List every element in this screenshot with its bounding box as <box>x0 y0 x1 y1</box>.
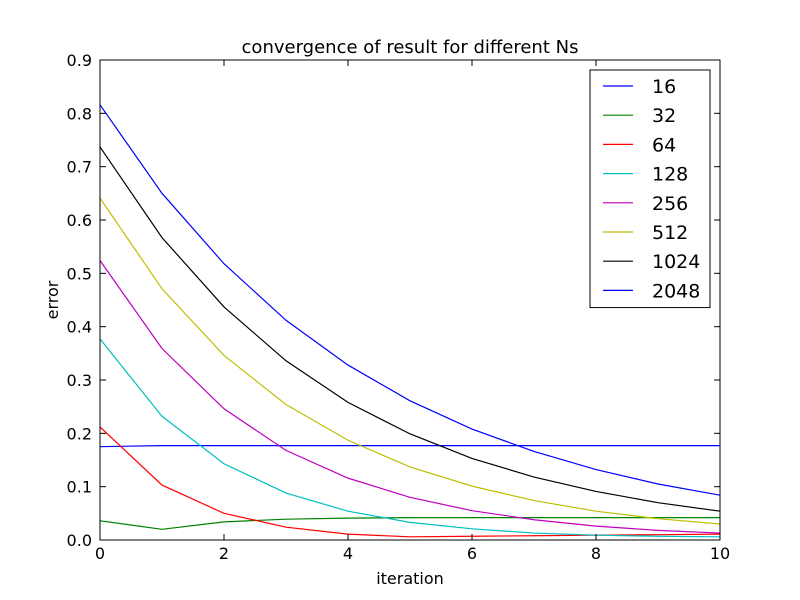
x-tick-label: 8 <box>591 544 601 563</box>
legend-label-2048: 2048 <box>652 280 700 302</box>
y-tick-label: 0.8 <box>67 104 92 123</box>
plot-area: 0 2 4 6 8 10 0.0 0.1 0.2 0.3 0.4 0.5 0.6 0.7 0.8 0.9 <box>67 51 731 563</box>
x-tick-label: 6 <box>467 544 477 563</box>
legend-label-1024: 1024 <box>652 251 700 273</box>
plot-frame <box>99 59 721 541</box>
x-tick-label: 10 <box>710 544 730 563</box>
series-line-512 <box>99 197 721 525</box>
y-tick-label: 0.6 <box>67 211 92 230</box>
legend-label-16: 16 <box>652 76 676 98</box>
y-tick-label: 0.3 <box>67 371 92 390</box>
series-line-1024 <box>99 146 721 512</box>
series-line-256 <box>99 260 721 534</box>
legend-label-256: 256 <box>652 193 688 215</box>
legend-label-32: 32 <box>652 105 676 127</box>
legend-box <box>589 69 711 309</box>
legend-label-64: 64 <box>652 134 676 156</box>
x-tick-label: 4 <box>343 544 353 563</box>
series-line-2048 <box>99 104 721 496</box>
y-tick-label: 0.7 <box>67 158 92 177</box>
x-tick-label: 0 <box>95 544 105 563</box>
chart-title: convergence of result for different Ns <box>242 37 579 58</box>
y-tick-label: 0.4 <box>67 318 92 337</box>
series-line-128 <box>99 338 721 538</box>
x-tick-label: 2 <box>219 544 229 563</box>
legend-label-512: 512 <box>652 222 688 244</box>
x-axis-title: iteration <box>376 569 444 588</box>
y-tick-label: 0.2 <box>67 424 92 443</box>
series-line-32 <box>99 516 720 530</box>
legend-label-128: 128 <box>652 164 688 186</box>
y-tick-label: 0.1 <box>67 478 92 497</box>
y-tick-label: 0.0 <box>67 531 92 550</box>
y-tick-label: 0.5 <box>67 264 92 283</box>
y-tick-label: 0.9 <box>67 51 92 70</box>
series-line-64 <box>99 426 721 538</box>
series-line-16 <box>99 445 720 448</box>
y-axis-title: error <box>43 280 62 319</box>
legend: 16 32 64 128 256 512 1024 2048 <box>589 69 711 309</box>
